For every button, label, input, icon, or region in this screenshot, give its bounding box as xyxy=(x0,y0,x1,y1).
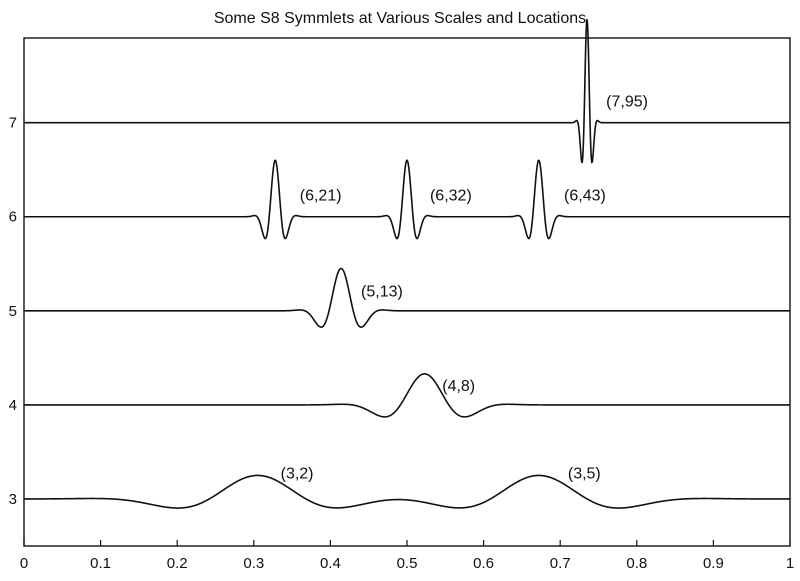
wavelet-line-level-5 xyxy=(24,267,790,328)
x-tick-label: 0.8 xyxy=(626,555,647,572)
annotations: (7,95) (6,21) (6,32) (6,43) (5,13) (4,8) (3,2)… xyxy=(281,94,648,483)
y-tick-label: 4 xyxy=(9,397,17,414)
x-tick-label: 0.7 xyxy=(550,555,571,572)
x-axis: 0 0.1 0.2 0.3 0.4 0.5 0.6 0.7 0.8 0.9 1 xyxy=(20,540,794,572)
x-tick-label: 0.3 xyxy=(243,555,264,572)
x-tick-label: 0.6 xyxy=(473,555,494,572)
y-tick-label: 7 xyxy=(9,115,17,132)
wavelet-line-level-7 xyxy=(24,19,790,164)
wavelet-line-level-6 xyxy=(24,159,790,240)
plot-frame xyxy=(23,37,791,547)
wavelet-annotation: (6,32) xyxy=(430,188,472,205)
x-tick-label: 0.5 xyxy=(397,555,418,572)
wavelet-annotation: (4,8) xyxy=(442,378,475,395)
x-tick-label: 0 xyxy=(20,555,28,572)
wavelet-annotation: (3,2) xyxy=(281,465,314,482)
x-tick-label: 0.1 xyxy=(90,555,111,572)
wavelet-annotation: (7,95) xyxy=(606,94,648,111)
wavelet-annotation: (5,13) xyxy=(361,284,403,301)
x-tick-label: 0.4 xyxy=(320,555,341,572)
wavelet-curves xyxy=(24,19,790,509)
wavelet-annotation: (6,21) xyxy=(300,188,342,205)
y-tick-label: 3 xyxy=(9,491,17,508)
wavelet-annotation: (6,43) xyxy=(564,188,606,205)
y-tick-label: 6 xyxy=(9,209,17,226)
x-tick-label: 1 xyxy=(786,555,794,572)
wavelet-annotation: (3,5) xyxy=(568,465,601,482)
x-tick-label: 0.9 xyxy=(703,555,724,572)
y-tick-label: 5 xyxy=(9,303,17,320)
wavelet-line-level-3 xyxy=(24,474,790,509)
wavelet-line-level-4 xyxy=(24,373,790,418)
x-tick-label: 0.2 xyxy=(167,555,188,572)
chart-title: Some S8 Symmlets at Various Scales and L… xyxy=(214,10,586,27)
